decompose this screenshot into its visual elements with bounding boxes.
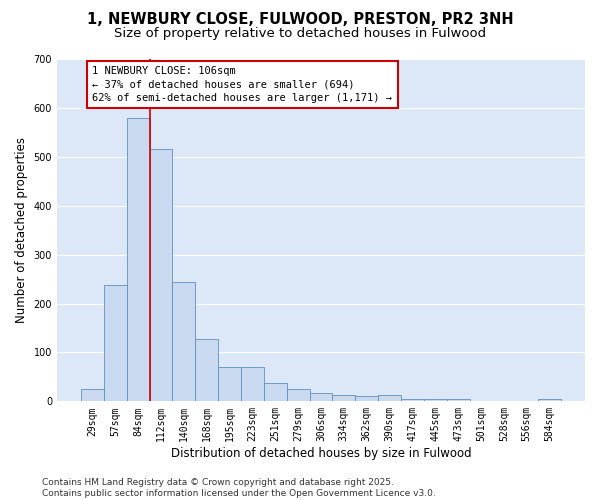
Bar (264, 382, 287, 402)
Text: 1 NEWBURY CLOSE: 106sqm
← 37% of detached houses are smaller (694)
62% of semi-d: 1 NEWBURY CLOSE: 106sqm ← 37% of detache… (92, 66, 392, 102)
Text: 1, NEWBURY CLOSE, FULWOOD, PRESTON, PR2 3NH: 1, NEWBURY CLOSE, FULWOOD, PRESTON, PR2 … (86, 12, 514, 28)
Bar (149, 150, 172, 402)
Bar (355, 396, 378, 402)
Bar (172, 282, 195, 402)
Bar (332, 395, 355, 402)
Bar (446, 399, 470, 402)
Bar (241, 367, 264, 402)
Bar (378, 396, 401, 402)
Bar (538, 399, 561, 402)
Bar (104, 286, 127, 402)
Bar (424, 399, 446, 402)
Text: Size of property relative to detached houses in Fulwood: Size of property relative to detached ho… (114, 28, 486, 40)
Bar (218, 367, 241, 402)
X-axis label: Distribution of detached houses by size in Fulwood: Distribution of detached houses by size … (170, 447, 471, 460)
Bar (81, 389, 104, 402)
Bar (310, 392, 332, 402)
Bar (401, 399, 424, 402)
Bar (127, 118, 149, 402)
Text: Contains HM Land Registry data © Crown copyright and database right 2025.
Contai: Contains HM Land Registry data © Crown c… (42, 478, 436, 498)
Bar (195, 338, 218, 402)
Y-axis label: Number of detached properties: Number of detached properties (15, 137, 28, 323)
Bar (287, 389, 310, 402)
